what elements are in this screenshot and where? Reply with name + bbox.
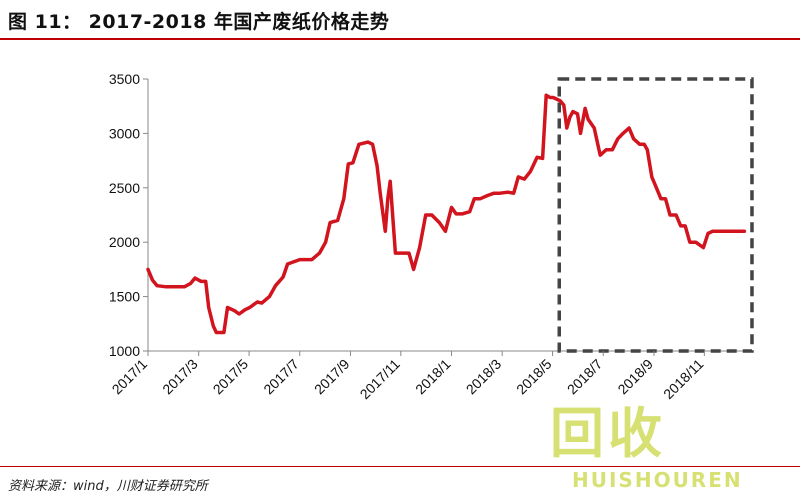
footer-rule (0, 466, 800, 467)
x-tick-label: 2017/1 (109, 356, 151, 398)
watermark-chinese-text: 回收 (550, 402, 666, 465)
y-tick-label: 1500 (109, 289, 140, 305)
watermark-logo: 回收 HUISHOUREN (536, 400, 766, 496)
x-tick-label: 2017/5 (210, 356, 252, 398)
x-tick-label: 2017/9 (311, 356, 353, 398)
figure-title: 图 11： 2017-2018 年国产废纸价格走势 (8, 11, 390, 33)
y-tick-label: 3000 (109, 125, 140, 141)
chart-series (146, 93, 747, 335)
figure-header: 图 11： 2017-2018 年国产废纸价格走势 (0, 0, 800, 40)
x-tick-label: 2018/9 (614, 356, 656, 398)
x-tick-label: 2018/5 (513, 356, 555, 398)
x-tick-label: 2017/7 (260, 356, 302, 398)
title-rule (0, 38, 800, 40)
y-tick-label: 2500 (109, 180, 140, 196)
price-series-line (146, 93, 747, 335)
x-tick-label: 2018/7 (564, 356, 606, 398)
x-tick-label: 2018/1 (412, 356, 454, 398)
highlight-region (557, 77, 754, 353)
y-tick-label: 3500 (109, 71, 140, 87)
source-note: 资料来源：wind，川财证券研究所 (8, 479, 208, 494)
x-tick-labels: 2017/1 2017/3 2017/5 2017/7 2017/9 2017/11 201… (109, 351, 707, 402)
highlight-box (557, 77, 754, 353)
x-tick-label: 2018/3 (463, 356, 505, 398)
chart-axes (147, 79, 745, 352)
y-tick-label: 1000 (109, 343, 140, 359)
x-tick-label: 2017/3 (159, 356, 201, 398)
y-tick-label: 2000 (109, 234, 140, 250)
y-tick-labels: 1000 1500 2000 2500 3000 3500 (109, 71, 148, 359)
x-tick-label: 2017/11 (357, 356, 404, 403)
watermark-english-text: HUISHOUREN (572, 468, 743, 492)
x-tick-label: 2018/11 (660, 356, 707, 403)
